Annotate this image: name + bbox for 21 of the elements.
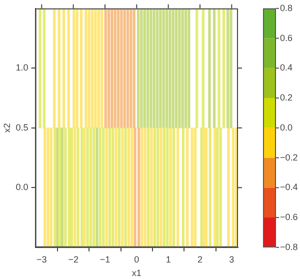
color-bar-label: −0.4 <box>280 182 298 192</box>
x-tick-label: 2 <box>197 254 203 264</box>
x-tick-label: 1 <box>166 254 171 264</box>
color-bar-label: −0.2 <box>280 152 298 162</box>
color-bar-label: −0.6 <box>280 212 298 222</box>
x-tick-label: −3 <box>36 254 47 264</box>
x-axis-title: x1 <box>132 268 142 278</box>
color-bar-label: 0.0 <box>280 122 293 132</box>
color-bar-label: 0.6 <box>280 32 293 43</box>
color-bar-label: −0.8 <box>280 242 298 252</box>
y-axis-title: x2 <box>2 123 12 133</box>
x-tick-label: 0 <box>134 254 140 264</box>
x-tick-label: −2 <box>68 254 78 264</box>
y-tick-label: 0.0 <box>16 182 28 192</box>
x-tick-label: −1 <box>100 254 110 264</box>
y-tick-label: 0.5 <box>16 122 28 132</box>
color-bar-label: 0.2 <box>280 92 293 103</box>
color-bar-label: 0.8 <box>280 2 293 13</box>
y-tick-label: 1.0 <box>16 62 28 73</box>
x-tick-label: 3 <box>229 254 234 264</box>
color-bar-label: 0.4 <box>280 62 293 73</box>
